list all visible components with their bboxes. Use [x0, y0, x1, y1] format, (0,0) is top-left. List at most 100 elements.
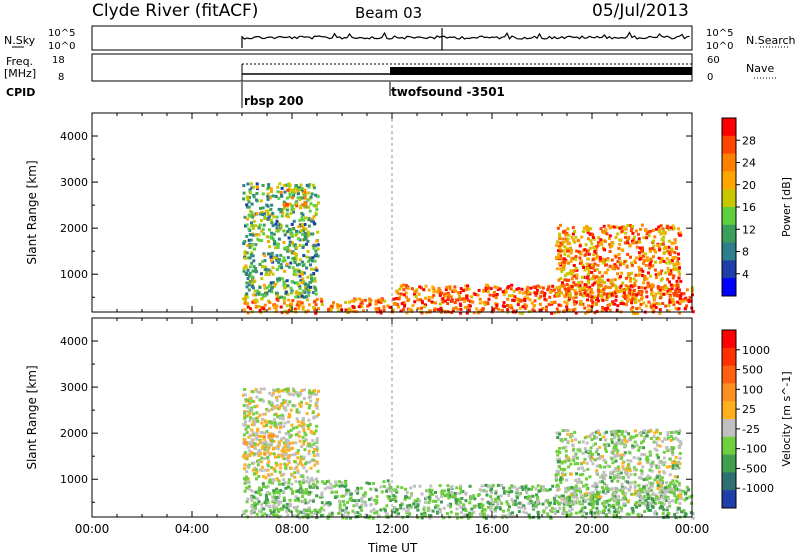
- echo-cell: [352, 309, 356, 313]
- echo-cell: [612, 429, 616, 433]
- echo-cell: [337, 304, 341, 308]
- echo-cell: [252, 185, 256, 189]
- echo-cell: [652, 440, 656, 444]
- echo-cell: [666, 436, 670, 440]
- echo-cell: [568, 294, 572, 298]
- y-tick-label: 2000: [60, 222, 88, 235]
- echo-cell: [259, 206, 262, 210]
- echo-cell: [616, 272, 620, 276]
- echo-cell: [643, 437, 646, 441]
- echo-cell: [263, 448, 267, 452]
- echo-cell: [344, 480, 347, 484]
- echo-cell: [490, 487, 494, 491]
- echo-cell: [536, 513, 540, 517]
- echo-cell: [360, 508, 364, 512]
- echo-cell: [489, 495, 493, 499]
- echo-cell: [282, 457, 286, 460]
- echo-cell: [299, 510, 303, 514]
- echo-cell: [513, 295, 517, 299]
- echo-cell: [326, 516, 330, 520]
- echo-cell: [677, 227, 680, 231]
- echo-cell: [271, 392, 275, 396]
- echo-cell: [592, 502, 596, 506]
- echo-cell: [280, 437, 283, 441]
- echo-cell: [502, 301, 506, 305]
- echo-cell: [262, 424, 266, 428]
- echo-cell: [301, 232, 305, 236]
- echo-cell: [531, 485, 535, 489]
- echo-cell: [289, 487, 293, 491]
- echo-cell: [646, 474, 650, 478]
- echo-cell: [579, 292, 583, 296]
- echo-cell: [307, 233, 311, 237]
- echo-cell: [550, 510, 554, 513]
- echo-cell: [364, 513, 368, 517]
- echo-cell: [592, 237, 596, 241]
- echo-cell: [515, 489, 519, 493]
- echo-cell: [635, 501, 639, 504]
- echo-cell: [555, 243, 559, 247]
- echo-cell: [276, 447, 280, 451]
- echo-cell: [658, 460, 662, 464]
- echo-cell: [329, 513, 333, 517]
- echo-cell: [288, 400, 292, 404]
- echo-cell: [312, 272, 316, 275]
- echo-cell: [599, 475, 602, 479]
- echo-cell: [489, 508, 493, 512]
- echo-cell: [608, 286, 612, 290]
- echo-cell: [689, 511, 693, 515]
- echo-cell: [548, 503, 551, 507]
- echo-cell: [650, 482, 654, 486]
- echo-cell: [287, 236, 291, 240]
- echo-cell: [255, 192, 259, 195]
- echo-cell: [600, 480, 604, 484]
- echo-cell: [276, 298, 280, 302]
- echo-cell: [632, 435, 636, 439]
- echo-cell: [618, 260, 622, 264]
- echo-cell: [280, 224, 283, 228]
- echo-cell: [553, 507, 557, 511]
- echo-cell: [260, 296, 264, 300]
- echo-cell: [608, 308, 612, 312]
- echo-cell: [651, 505, 655, 509]
- colorbar-segment: [722, 260, 736, 279]
- echo-cell: [502, 292, 506, 296]
- echo-cell: [369, 298, 373, 302]
- echo-cell: [565, 239, 569, 243]
- echo-cell: [301, 264, 305, 268]
- echo-cell: [253, 490, 257, 494]
- echo-cell: [556, 458, 559, 462]
- echo-cell: [575, 496, 579, 500]
- echo-cell: [569, 472, 573, 476]
- echo-cell: [320, 491, 324, 495]
- echo-cell: [423, 513, 427, 517]
- echo-cell: [553, 512, 557, 515]
- echo-cell: [583, 447, 587, 450]
- echo-cell: [570, 485, 574, 489]
- echo-cell: [575, 249, 579, 253]
- echo-cell: [648, 266, 651, 270]
- echo-cell: [245, 195, 249, 199]
- echo-cell: [321, 480, 325, 484]
- echo-cell: [595, 464, 599, 468]
- echo-cell: [288, 249, 292, 253]
- echo-cell: [433, 307, 437, 311]
- echo-cell: [557, 294, 561, 298]
- echo-cell: [261, 514, 265, 518]
- echo-cell: [254, 433, 258, 437]
- echo-cell: [272, 446, 276, 450]
- echo-cell: [388, 482, 391, 486]
- echo-cell: [427, 288, 431, 292]
- echo-cell: [682, 292, 686, 296]
- echo-cell: [657, 271, 661, 275]
- echo-cell: [502, 486, 506, 490]
- echo-cell: [587, 502, 591, 506]
- echo-cell: [632, 456, 636, 460]
- echo-cell: [310, 192, 314, 196]
- echo-cell: [596, 491, 600, 495]
- echo-cell: [583, 248, 587, 252]
- echo-cell: [346, 500, 350, 504]
- echo-cell: [270, 466, 273, 470]
- echo-cell: [673, 238, 677, 242]
- echo-cell: [283, 388, 287, 391]
